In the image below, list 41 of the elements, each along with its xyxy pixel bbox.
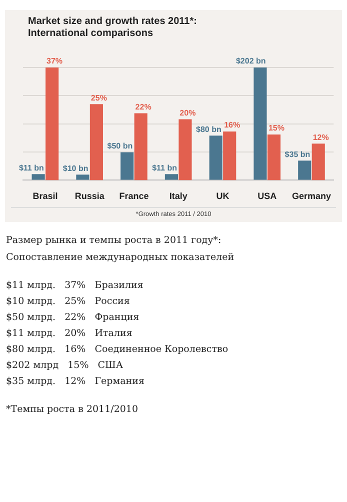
x-tick-label: USA: [258, 191, 278, 202]
data-label: $202 bn: [236, 56, 266, 66]
bar: [254, 68, 267, 180]
data-label: $11 bn: [18, 163, 44, 172]
bar: [164, 174, 178, 180]
bar: [134, 113, 148, 180]
text: $10 млрд. 25% Россия: [6, 295, 131, 309]
chart-title: Market size and growth rates 2011*:: [28, 16, 198, 28]
bar: [178, 119, 192, 180]
data-label: 25%: [90, 93, 107, 102]
bar: [32, 174, 45, 180]
bar: [76, 174, 90, 180]
data-label: $11 bn: [152, 163, 178, 172]
x-tick-label: Germany: [292, 191, 332, 202]
x-tick-label: Russia: [74, 191, 106, 202]
data-label: 16%: [224, 120, 240, 130]
x-tick-label: UK: [216, 191, 230, 202]
bar: [46, 68, 59, 180]
text: $50 млрд. 22% Франция: [6, 311, 140, 325]
text: $11 млрд. 37% Бразилия: [6, 279, 144, 293]
data-label: $50 bn: [107, 142, 133, 151]
data-label: 12%: [312, 132, 329, 142]
data-label: 15%: [268, 124, 284, 133]
text: $35 млрд. 12% Германия: [6, 375, 146, 389]
x-tick-label: Italy: [169, 191, 188, 202]
text: $202 млрд 15% США: [6, 359, 124, 373]
data-label: 22%: [135, 102, 152, 112]
text: $80 млрд. 16% Соединенное Королевство: [6, 343, 230, 357]
data-label: 37%: [46, 56, 63, 66]
x-tick-label: France: [119, 191, 149, 202]
chart-subtitle: International comparisons: [28, 28, 154, 40]
data-label: $80 bn: [196, 124, 222, 134]
text: Размер рынка и темпы роста в 2011 году*:: [6, 234, 222, 248]
data-label: 20%: [180, 108, 196, 118]
bar: [90, 104, 103, 180]
x-tick-label: Brasil: [32, 191, 58, 202]
data-label: $35 bn: [284, 150, 310, 159]
text: Сопоставление международных показателей: [6, 251, 236, 265]
text: *Темпы роста в 2011/2010: [6, 403, 139, 417]
data-label: $10 bn: [62, 164, 88, 173]
text: $11 млрд. 20% Италия: [6, 327, 134, 341]
